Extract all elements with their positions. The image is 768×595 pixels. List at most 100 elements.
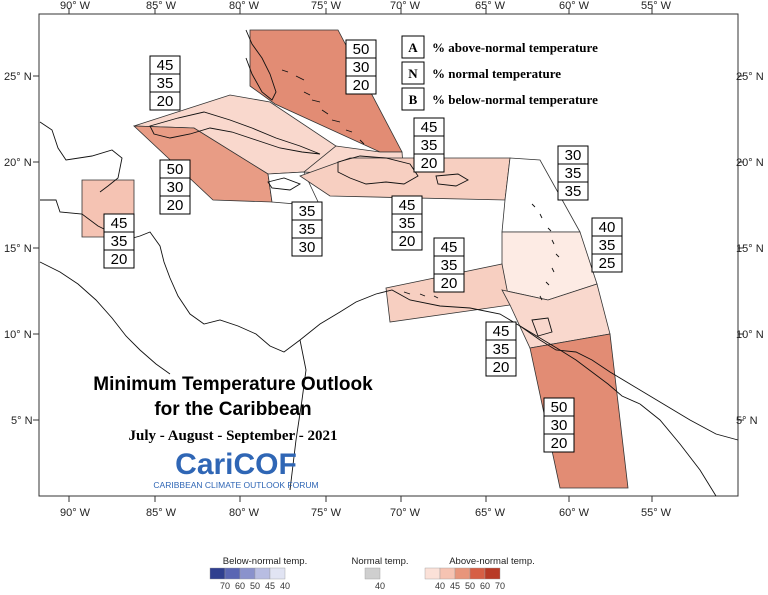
lat-label-25n-right: 25° N — [736, 71, 764, 83]
prob-box-abc-islands: 45 35 20 — [433, 237, 465, 293]
prob-above-cuba: 45 — [157, 57, 174, 74]
prob-above-windward: 40 — [599, 219, 616, 236]
prob-box-cayman-jamaica-sea: 50 30 20 — [159, 159, 191, 215]
map-frame — [38, 13, 739, 497]
prob-normal-cayman: 30 — [167, 179, 184, 196]
prob-normal-hispaniola-north: 35 — [421, 137, 438, 154]
prob-box-guianas: 50 30 20 — [543, 397, 575, 453]
key-letter-normal: N — [408, 66, 418, 81]
lon-label-70w-top: 70° W — [390, 0, 421, 12]
coast-lesser-antilles — [531, 203, 560, 301]
prob-above-abc: 45 — [441, 239, 458, 256]
prob-below-cuba: 20 — [157, 93, 174, 110]
lon-label-85w-bottom: 85° W — [146, 507, 177, 519]
coast-venezuela-guianas — [519, 325, 739, 441]
lon-label-60w-top: 60° W — [559, 0, 590, 12]
legend-below-swatch-2 — [239, 567, 256, 580]
coast-puerto-rico — [435, 173, 469, 187]
prob-box-hispaniola-north: 45 35 20 — [413, 117, 445, 173]
prob-above-leeward: 30 — [565, 147, 582, 164]
prob-below-trinidad: 20 — [493, 359, 510, 376]
legend-normal-title: Normal temp. — [351, 556, 408, 567]
prob-normal-cuba: 35 — [157, 75, 174, 92]
color-legend: Below-normal temp. Normal temp. Above-no… — [209, 556, 535, 591]
legend-below-title: Below-normal temp. — [223, 556, 307, 567]
prob-box-leeward-islands: 30 35 35 — [557, 145, 589, 201]
legend-below-swatch-0 — [209, 567, 226, 580]
prob-below-leeward: 35 — [565, 183, 582, 200]
lat-label-25n-left: 25° N — [4, 71, 32, 83]
prob-box-belize: 45 35 20 — [103, 213, 135, 269]
region-hispaniola-puerto-rico — [299, 157, 511, 201]
map-title-line2: for the Caribbean — [154, 399, 311, 420]
legend-above-swatch-0 — [424, 567, 441, 580]
legend-normal-swatches: 40 — [364, 567, 385, 591]
prob-above-guianas: 50 — [551, 399, 568, 416]
lon-label-90w-bottom: 90° W — [60, 507, 91, 519]
legend-below-label-3: 45 — [265, 581, 275, 590]
lat-label-10n-left: 10° N — [4, 329, 32, 341]
coast-gulf-mexico — [39, 121, 123, 193]
prob-normal-windward: 35 — [599, 237, 616, 254]
coast-bahamas-islands — [281, 69, 365, 145]
prob-above-hispaniola-north: 45 — [421, 119, 438, 136]
prob-box-hispaniola-puerto-rico: 45 35 20 — [391, 195, 423, 251]
legend-above-label-2: 50 — [465, 581, 475, 590]
legend-normal-label-0: 40 — [375, 581, 385, 590]
caricof-logo: CariCOF CARIBBEAN CLIMATE OUTLOOK FORUM — [153, 448, 318, 490]
prob-normal-guianas: 30 — [551, 417, 568, 434]
prob-normal-trinidad: 35 — [493, 341, 510, 358]
prob-above-jamaica: 35 — [299, 203, 316, 220]
lon-label-70w-bottom: 70° W — [390, 507, 421, 519]
legend-below-label-4: 40 — [280, 581, 290, 590]
prob-normal-puerto-rico: 35 — [399, 215, 416, 232]
lon-label-80w-top: 80° W — [229, 0, 260, 12]
legend-below-swatch-4 — [269, 567, 286, 580]
prob-box-bahamas: 50 30 20 — [345, 39, 377, 95]
legend-above-title: Above-normal temp. — [449, 556, 535, 567]
lon-label-55w-bottom: 55° W — [641, 507, 672, 519]
prob-below-jamaica: 30 — [299, 239, 316, 256]
lat-label-5n-left: 5° N — [11, 415, 33, 427]
legend-above-label-3: 60 — [480, 581, 490, 590]
prob-box-cuba: 45 35 20 — [149, 55, 181, 111]
prob-normal-jamaica: 35 — [299, 221, 316, 238]
lon-label-75w-bottom: 75° W — [311, 507, 342, 519]
key-letter-below: B — [409, 92, 418, 107]
lat-label-15n-left: 15° N — [4, 243, 32, 255]
prob-below-windward: 25 — [599, 255, 616, 272]
legend-below-label-1: 60 — [235, 581, 245, 590]
legend-above-swatch-3 — [469, 567, 486, 580]
lon-label-60w-bottom: 60° W — [559, 507, 590, 519]
lon-label-90w-top: 90° W — [60, 0, 91, 12]
lat-label-15n-right: 15° N — [736, 243, 764, 255]
lat-label-5n-right: 5° N — [736, 415, 758, 427]
lon-label-65w-top: 65° W — [475, 0, 506, 12]
coast-florida — [245, 29, 277, 101]
legend-below-label-0: 70 — [220, 581, 230, 590]
prob-normal-belize: 35 — [111, 233, 128, 250]
legend-above-label-4: 70 — [495, 581, 505, 590]
prob-normal-abc: 35 — [441, 257, 458, 274]
key-row-above: A % above-normal temperature — [401, 35, 598, 59]
prob-below-abc: 20 — [441, 275, 458, 292]
legend-above-label-1: 45 — [450, 581, 460, 590]
legend-below-swatches: 70 60 50 45 40 — [209, 567, 290, 591]
prob-above-bahamas: 50 — [353, 41, 370, 58]
prob-above-cayman: 50 — [167, 161, 184, 178]
key-text-normal: % normal temperature — [432, 66, 561, 81]
prob-above-puerto-rico: 45 — [399, 197, 416, 214]
legend-above-swatch-4 — [484, 567, 501, 580]
legend-below-swatch-1 — [224, 567, 241, 580]
prob-box-trinidad: 45 35 20 — [485, 321, 517, 377]
forecast-period: July - August - September - 2021 — [129, 428, 338, 444]
lon-label-85w-top: 85° W — [146, 0, 177, 12]
prob-below-hispaniola-north: 20 — [421, 155, 438, 172]
prob-above-trinidad: 45 — [493, 323, 510, 340]
latitude-ticks: 25° N 20° N 15° N 10° N 5° N 25° N 20° N… — [4, 71, 764, 427]
coast-jamaica — [267, 177, 302, 191]
prob-below-cayman: 20 — [167, 197, 184, 214]
prob-normal-leeward: 35 — [565, 165, 582, 182]
legend-above-label-0: 40 — [435, 581, 445, 590]
prob-below-belize: 20 — [111, 251, 128, 268]
